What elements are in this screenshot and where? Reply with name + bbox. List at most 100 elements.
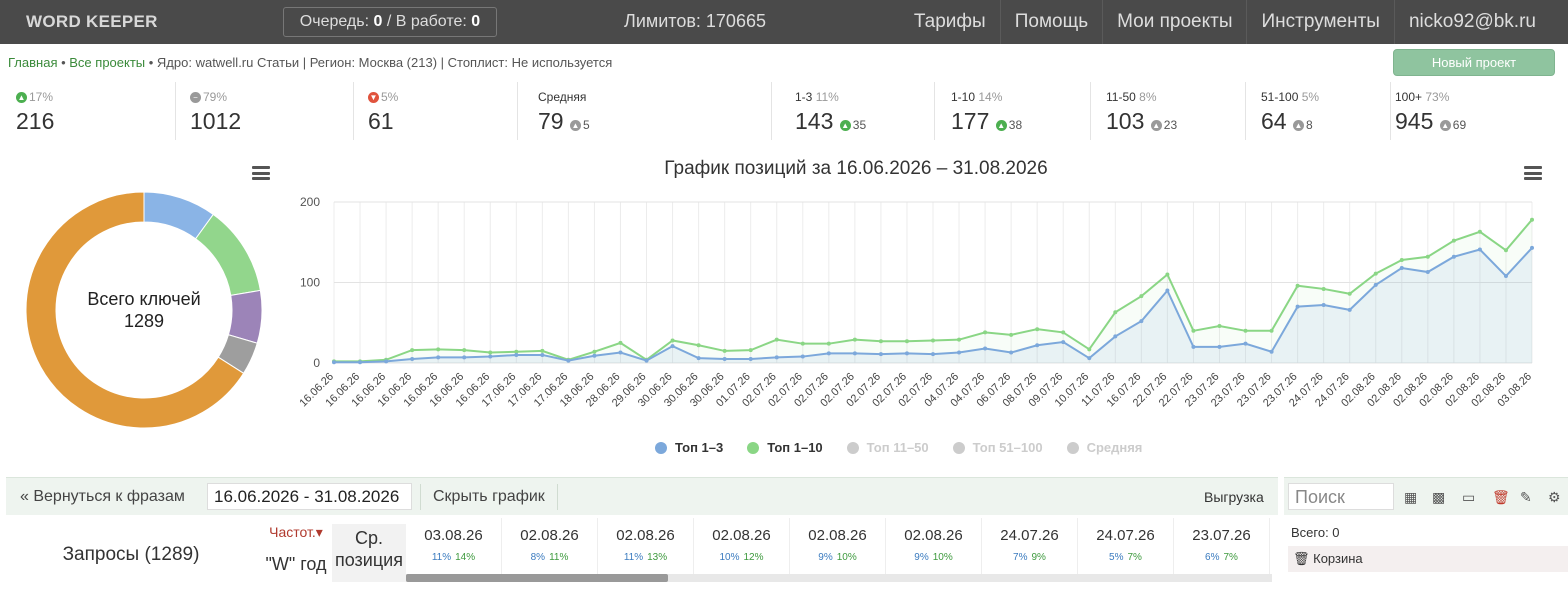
- data-point[interactable]: [592, 349, 597, 354]
- data-point[interactable]: [696, 343, 701, 348]
- data-point[interactable]: [1503, 248, 1508, 253]
- data-point[interactable]: [1425, 254, 1430, 259]
- data-point[interactable]: [1373, 282, 1378, 287]
- data-point[interactable]: [696, 356, 701, 361]
- donut-slice[interactable]: [25, 191, 245, 429]
- date-column-header[interactable]: 23.07.26 6% 7%: [1174, 518, 1270, 574]
- data-point[interactable]: [983, 346, 988, 351]
- data-point[interactable]: [436, 355, 441, 360]
- data-point[interactable]: [1087, 356, 1092, 361]
- date-column-header[interactable]: 03.08.26 11% 14%: [406, 518, 502, 574]
- data-point[interactable]: [1295, 304, 1300, 309]
- data-point[interactable]: [462, 355, 467, 360]
- data-point[interactable]: [1451, 238, 1456, 243]
- data-point[interactable]: [904, 339, 909, 344]
- data-point[interactable]: [748, 348, 753, 353]
- data-point[interactable]: [488, 354, 493, 359]
- data-point[interactable]: [800, 341, 805, 346]
- data-point[interactable]: [983, 330, 988, 335]
- date-column-header[interactable]: 24.07.26 5% 7%: [1078, 518, 1174, 574]
- date-column-header[interactable]: 02.08.26 10% 12%: [694, 518, 790, 574]
- frequency-header[interactable]: Частот.▾: [269, 524, 323, 540]
- data-point[interactable]: [1191, 328, 1196, 333]
- data-point[interactable]: [644, 358, 649, 363]
- horizontal-scrollbar[interactable]: [406, 574, 1272, 582]
- data-point[interactable]: [1165, 288, 1170, 293]
- data-point[interactable]: [1217, 344, 1222, 349]
- stat-improved[interactable]: ▲ 17% 216: [6, 82, 176, 140]
- data-point[interactable]: [1347, 291, 1352, 296]
- data-point[interactable]: [1321, 303, 1326, 308]
- data-point[interactable]: [1113, 310, 1118, 315]
- data-point[interactable]: [800, 354, 805, 359]
- data-point[interactable]: [566, 358, 571, 363]
- legend-top-51-100[interactable]: Топ 51–100: [952, 440, 1043, 455]
- data-point[interactable]: [540, 352, 545, 357]
- data-point[interactable]: [1061, 330, 1066, 335]
- breadcrumb-projects[interactable]: Все проекты: [69, 55, 146, 70]
- data-point[interactable]: [514, 352, 519, 357]
- data-point[interactable]: [1191, 344, 1196, 349]
- data-point[interactable]: [1530, 245, 1534, 250]
- queries-header[interactable]: Запросы (1289): [62, 544, 200, 565]
- data-point[interactable]: [1347, 307, 1352, 312]
- data-point[interactable]: [722, 348, 727, 353]
- date-column-header[interactable]: 24.07.26 7% 9%: [982, 518, 1078, 574]
- logo[interactable]: WORD KEEPER: [26, 12, 158, 31]
- nav-account[interactable]: nicko92@bk.ru: [1393, 0, 1550, 44]
- data-point[interactable]: [462, 348, 467, 353]
- data-point[interactable]: [1399, 257, 1404, 262]
- data-point[interactable]: [358, 360, 363, 365]
- data-point[interactable]: [618, 350, 623, 355]
- data-point[interactable]: [670, 344, 675, 349]
- date-range-input[interactable]: 16.06.2026 - 31.08.2026: [207, 483, 412, 510]
- data-point[interactable]: [1451, 254, 1456, 259]
- data-point[interactable]: [957, 337, 962, 342]
- data-point[interactable]: [878, 339, 883, 344]
- stat-top-100-plus[interactable]: 100+ 73% 945 ▲ 69: [1395, 90, 1467, 134]
- brush-icon[interactable]: ✎: [1520, 489, 1532, 505]
- donut-slice[interactable]: [194, 213, 261, 296]
- data-point[interactable]: [1009, 350, 1014, 355]
- trash-folder[interactable]: 🗑 Корзина: [1288, 546, 1568, 572]
- data-point[interactable]: [852, 351, 857, 356]
- legend-top-11-50[interactable]: Топ 11–50: [846, 440, 929, 455]
- data-point[interactable]: [1399, 266, 1404, 271]
- data-point[interactable]: [1165, 272, 1170, 277]
- data-point[interactable]: [1321, 286, 1326, 291]
- donut-menu-icon[interactable]: [252, 166, 270, 180]
- queue-status[interactable]: Очередь: 0 / В работе: 0: [283, 7, 497, 37]
- data-point[interactable]: [774, 337, 779, 342]
- data-point[interactable]: [1139, 294, 1144, 299]
- data-point[interactable]: [618, 340, 623, 345]
- hide-chart-button[interactable]: Скрыть график: [420, 484, 558, 510]
- data-point[interactable]: [1503, 274, 1508, 279]
- data-point[interactable]: [1243, 328, 1248, 333]
- folder-icon[interactable]: ▭: [1462, 489, 1476, 505]
- data-point[interactable]: [957, 350, 962, 355]
- data-point[interactable]: [904, 351, 909, 356]
- date-column-header[interactable]: 02.08.26 11% 13%: [598, 518, 694, 574]
- data-point[interactable]: [748, 356, 753, 361]
- data-point[interactable]: [540, 348, 545, 353]
- data-point[interactable]: [852, 337, 857, 342]
- export-button[interactable]: Выгрузка: [1204, 489, 1264, 505]
- data-point[interactable]: [592, 353, 597, 358]
- date-column-header[interactable]: 02.08.26 9% 10%: [886, 518, 982, 574]
- legend-top-1-3[interactable]: Топ 1–3: [655, 440, 723, 455]
- scrollbar-thumb[interactable]: [406, 574, 668, 582]
- data-point[interactable]: [332, 360, 336, 365]
- data-point[interactable]: [1269, 328, 1274, 333]
- data-point[interactable]: [1087, 347, 1092, 352]
- data-point[interactable]: [410, 348, 415, 353]
- data-point[interactable]: [1113, 334, 1118, 339]
- search-input[interactable]: Поиск: [1288, 483, 1394, 510]
- trash-icon[interactable]: 🗑: [1492, 489, 1510, 505]
- stat-average[interactable]: Средняя 79 ▲ 5: [528, 82, 772, 140]
- data-point[interactable]: [1061, 340, 1066, 345]
- data-point[interactable]: [1373, 271, 1378, 276]
- data-point[interactable]: [826, 341, 831, 346]
- data-point[interactable]: [1139, 319, 1144, 324]
- data-point[interactable]: [1269, 349, 1274, 354]
- data-point[interactable]: [1217, 323, 1222, 328]
